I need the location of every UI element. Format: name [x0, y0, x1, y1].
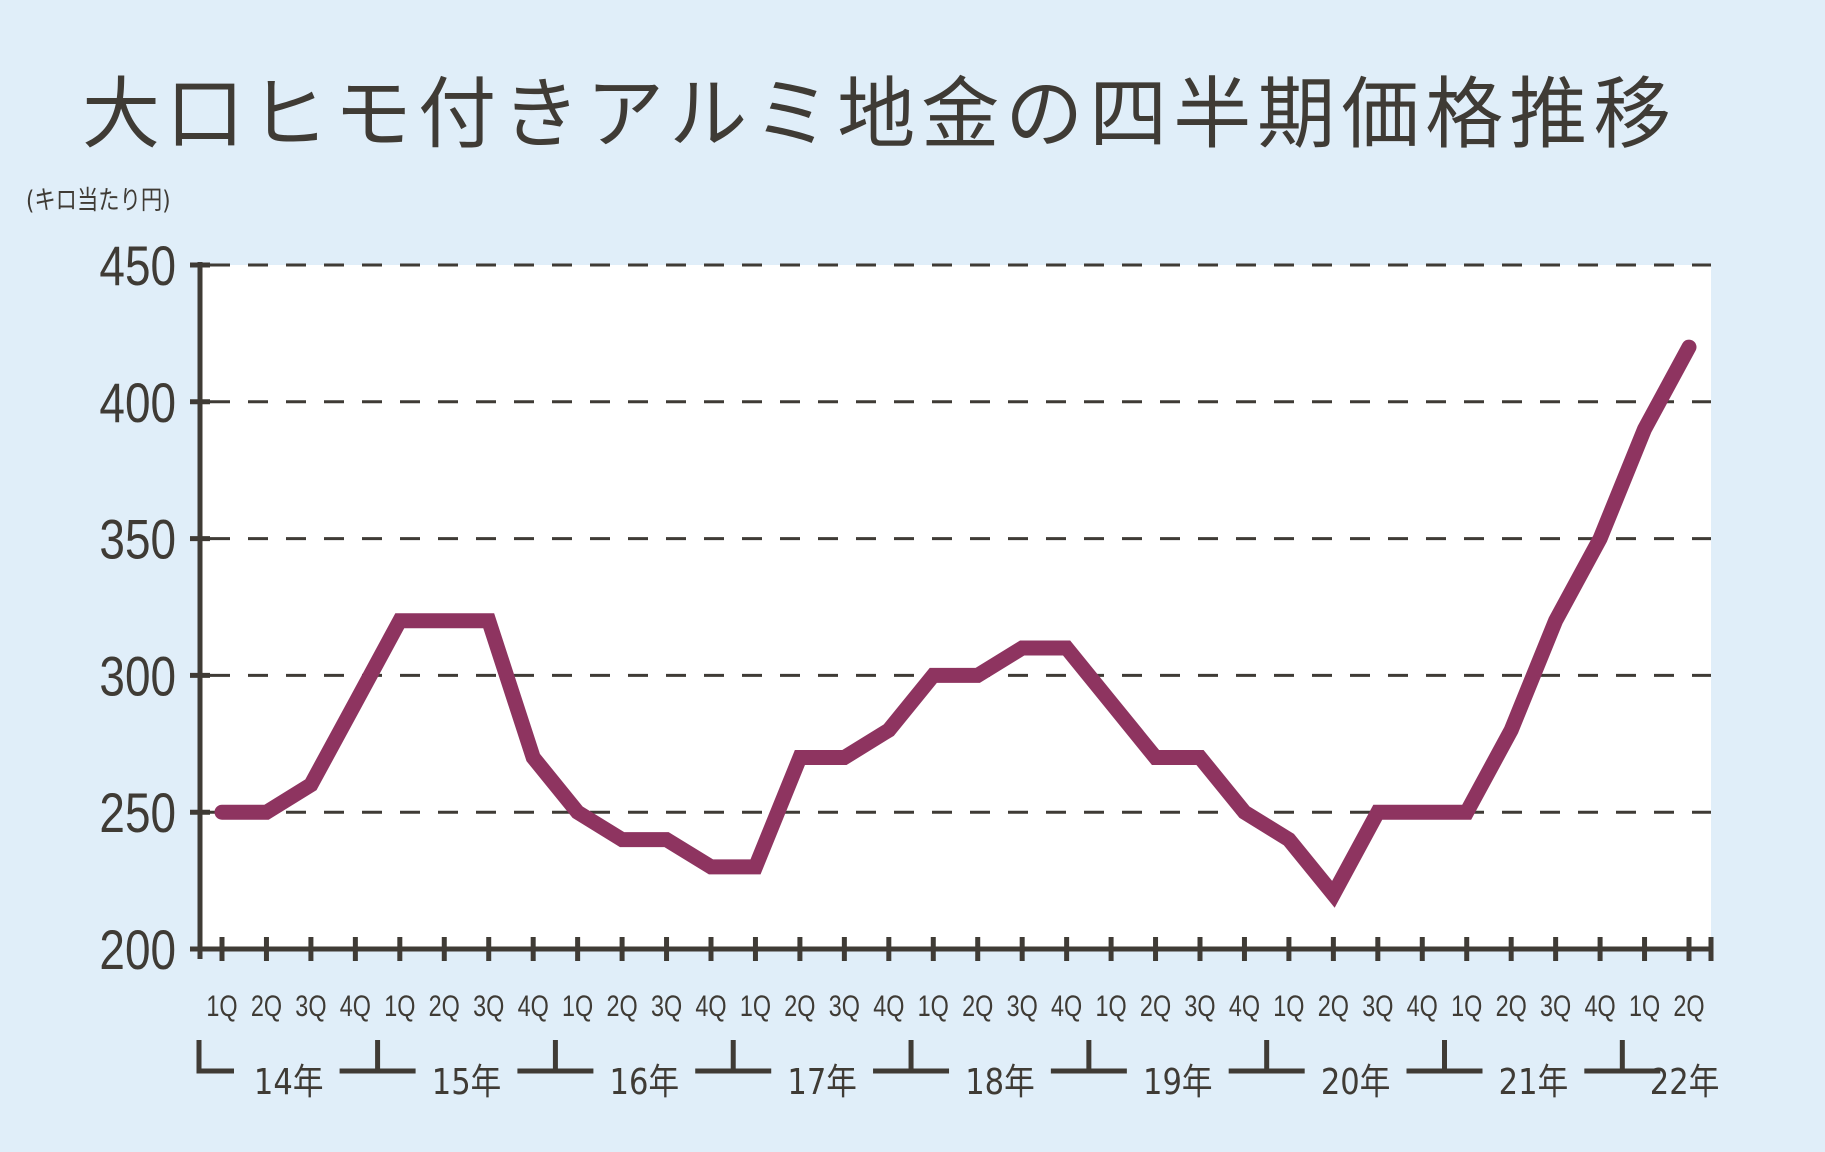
year-label: 16年: [610, 1061, 680, 1103]
x-tick-label: 2Q: [784, 989, 815, 1022]
x-tick-label: 1Q: [918, 989, 949, 1022]
y-axis-unit-label: (キロ当たり円): [26, 186, 171, 216]
year-bracket: [196, 1040, 234, 1074]
x-tick-label: 1Q: [206, 989, 237, 1022]
x-tick-label: 2Q: [429, 989, 460, 1022]
x-tick-label: 2Q: [1318, 989, 1349, 1022]
x-tick-label: 2Q: [962, 989, 993, 1022]
x-tick-label: 3Q: [1184, 989, 1215, 1022]
x-tick-label: 3Q: [1007, 989, 1038, 1022]
x-tick-label: 1Q: [1629, 989, 1660, 1022]
x-tick-label: 2Q: [1140, 989, 1171, 1022]
x-tick-label: 1Q: [1273, 989, 1304, 1022]
y-axis-ticks: 200 250 300 350 400 450: [99, 235, 210, 981]
y-tick-label: 200: [99, 919, 176, 981]
price-line: [214, 339, 1697, 908]
y-tick-label: 450: [99, 235, 176, 297]
year-label: 19年: [1143, 1061, 1213, 1103]
x-tick-label: 3Q: [1540, 989, 1571, 1022]
x-axis-ticks: 1Q 2Q 3Q 4Q 1Q 2Q 3Q 4Q 1Q 2Q 3Q 4Q 1Q 2Q 3Q 4Q 1Q 2Q 3Q 4Q…: [206, 937, 1714, 1023]
x-tick-label: 1Q: [740, 989, 771, 1022]
x-tick-label: 4Q: [873, 989, 904, 1022]
x-tick-label: 3Q: [295, 989, 326, 1022]
x-tick-label: 3Q: [1362, 989, 1393, 1022]
x-tick-label: 4Q: [340, 989, 371, 1022]
x-tick-label: 1Q: [1095, 989, 1126, 1022]
y-tick-label: 250: [99, 782, 176, 844]
x-tick-label: 4Q: [1407, 989, 1438, 1022]
x-tick-label: 4Q: [1051, 989, 1082, 1022]
x-tick-label: 4Q: [1229, 989, 1260, 1022]
year-label: 15年: [432, 1061, 502, 1103]
x-tick-label: 1Q: [384, 989, 415, 1022]
year-label: 14年: [254, 1061, 324, 1103]
year-label: 18年: [965, 1061, 1035, 1103]
year-label: 20年: [1321, 1061, 1391, 1103]
x-tick-label: 1Q: [1451, 989, 1482, 1022]
x-tick-label: 2Q: [1673, 989, 1704, 1022]
year-label: 21年: [1499, 1061, 1569, 1103]
y-tick-label: 350: [99, 508, 176, 570]
x-tick-label: 3Q: [473, 989, 504, 1022]
x-axis-year-labels: 14年 15年 16年 17年 18年 19年 20年 21年 22年: [196, 1040, 1720, 1103]
year-label: 17年: [787, 1061, 857, 1103]
x-tick-label: 2Q: [1496, 989, 1527, 1022]
x-tick-label: 2Q: [251, 989, 282, 1022]
x-tick-label: 1Q: [562, 989, 593, 1022]
chart-title: 大口ヒモ付きアルミ地金の四半期価格推移: [82, 70, 1678, 160]
x-tick-label: 4Q: [1584, 989, 1615, 1022]
x-tick-label: 4Q: [695, 989, 726, 1022]
x-tick-label: 4Q: [518, 989, 549, 1022]
y-tick-label: 400: [99, 371, 176, 433]
x-tick-label: 2Q: [606, 989, 637, 1022]
year-label: 22年: [1650, 1061, 1720, 1103]
x-tick-label: 3Q: [651, 989, 682, 1022]
plot-area: [200, 265, 1711, 949]
y-tick-label: 300: [99, 645, 176, 707]
x-tick-label: 3Q: [829, 989, 860, 1022]
